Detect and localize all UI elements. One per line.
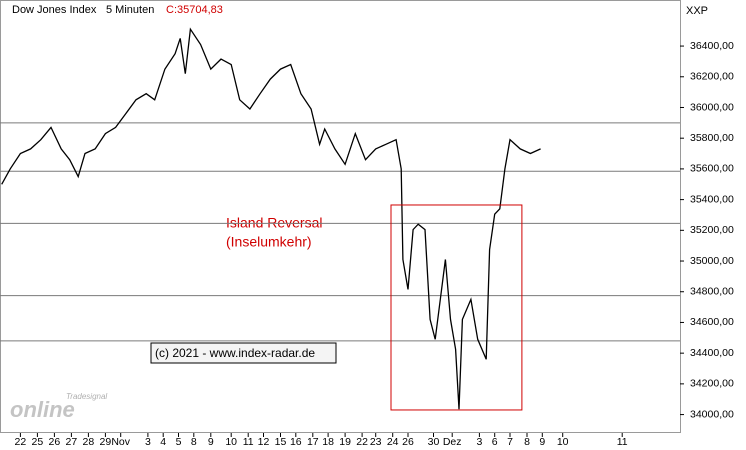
y-tick-label: 34000,00 [690,408,734,420]
x-tick-label: 16 [290,436,302,448]
x-tick-label: Nov [111,436,130,448]
y-tick-label: 35400,00 [690,193,734,205]
x-tick-label: 15 [275,436,287,448]
x-tick-label: 4 [160,436,166,448]
copyright: (c) 2021 - www.index-radar.de [155,346,315,360]
y-tick-label: 35600,00 [690,163,734,175]
x-tick-label: 3 [476,436,482,448]
x-tick-label: 5 [176,436,182,448]
annotation: (Inselumkehr) [226,234,312,250]
price-line [1,27,541,410]
x-tick-label: 3 [145,436,151,448]
x-tick-label: 10 [225,436,237,448]
x-tick-label: 8 [191,436,197,448]
x-tick-label: 18 [322,436,334,448]
x-tick-label: 25 [32,436,44,448]
x-tick-label: 30 [428,436,440,448]
x-tick-label: 29 [100,436,112,448]
x-tick-label: 11 [617,436,628,448]
copyright-box [150,342,337,364]
x-tick-label: 23 [370,436,382,448]
x-tick-label: 9 [539,436,545,448]
y-tick-label: 34800,00 [690,286,734,298]
x-tick-label: 26 [49,436,61,448]
x-tick-label: 8 [524,436,530,448]
chart-title: Dow Jones Index [12,4,97,16]
x-tick-label: Dez [443,436,462,448]
x-tick-label: 12 [258,436,270,448]
plot-frame [0,0,681,433]
x-tick-label: 17 [307,436,319,448]
symbol: XXP [686,5,708,17]
y-tick-label: 35000,00 [690,255,734,267]
watermark: Tradesignal [66,392,107,401]
highlight-box [390,204,523,411]
y-tick-label: 34400,00 [690,347,734,359]
y-tick-label: 35800,00 [690,132,734,144]
x-tick-label: 26 [402,436,414,448]
x-tick-label: 11 [243,436,254,448]
y-tick-label: 35200,00 [690,224,734,236]
x-tick-label: 7 [507,436,513,448]
annotation: Island Reversal [226,215,323,231]
y-tick-label: 36000,00 [690,101,734,113]
y-tick-label: 36200,00 [690,71,734,83]
x-tick-label: 22 [15,436,27,448]
x-tick-label: 28 [83,436,95,448]
last-value: C:35704,83 [166,4,223,16]
y-tick-label: 36400,00 [690,40,734,52]
watermark-logo: online [10,397,75,422]
x-tick-label: 19 [339,436,351,448]
y-tick-label: 34600,00 [690,316,734,328]
x-tick-label: 27 [66,436,78,448]
x-tick-label: 22 [356,436,368,448]
x-tick-label: 24 [387,436,399,448]
y-tick-label: 34200,00 [690,378,734,390]
chart-subtitle: 5 Minuten [106,4,154,16]
x-tick-label: 10 [557,436,569,448]
x-tick-label: 6 [492,436,498,448]
x-tick-label: 9 [208,436,214,448]
